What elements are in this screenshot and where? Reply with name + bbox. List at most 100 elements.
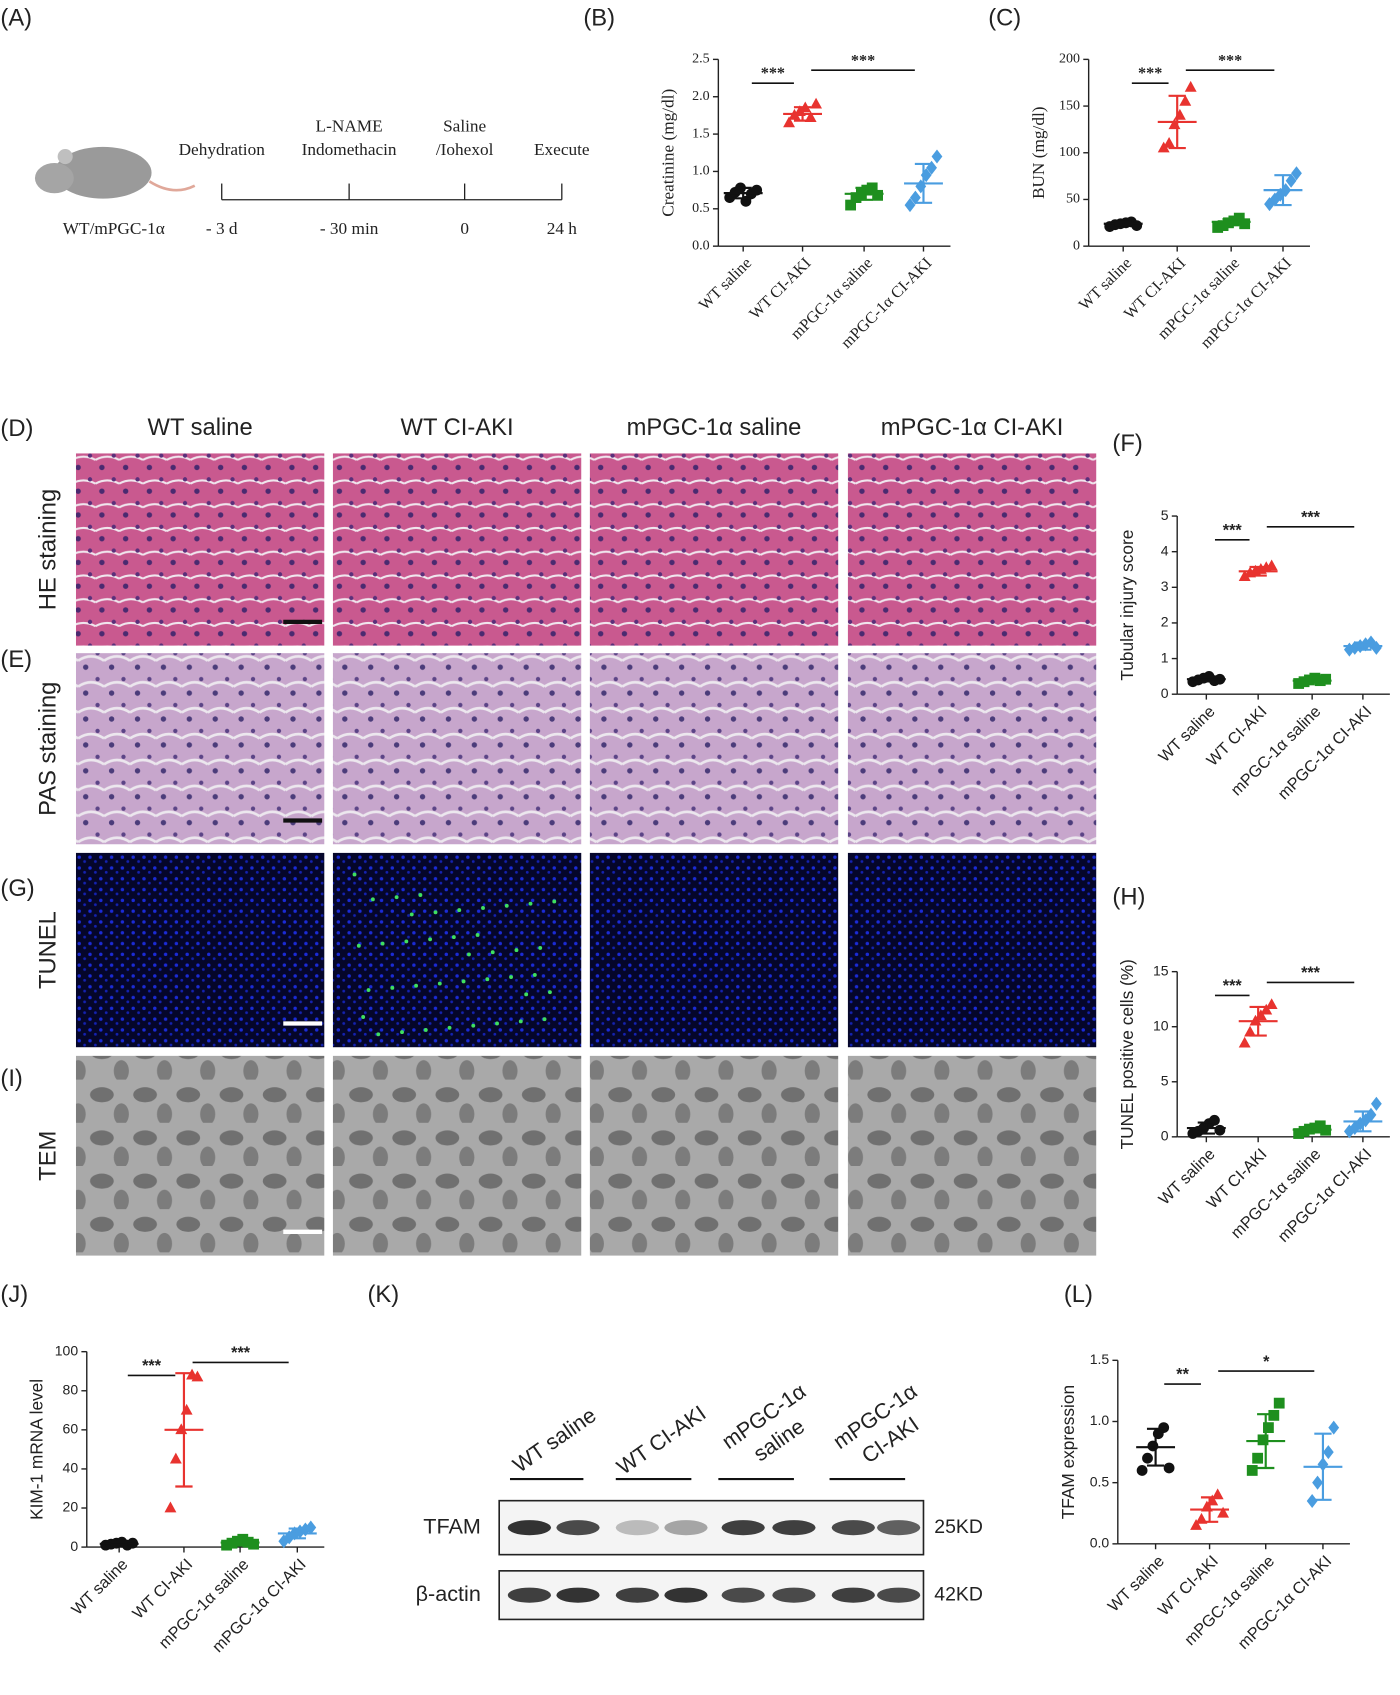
- data-point: [1273, 1397, 1285, 1409]
- data-point: [1209, 1114, 1220, 1126]
- panel-label: (F): [1112, 430, 1142, 457]
- panel-label: (K): [367, 1281, 399, 1308]
- tunel-positive-cell: [447, 1025, 452, 1030]
- tunel-positive-cell: [524, 992, 529, 997]
- micrograph: [75, 852, 325, 1048]
- blot-band: [507, 1587, 552, 1603]
- panel-label: (D): [0, 415, 33, 442]
- y-tick-label: 1.0: [692, 163, 710, 179]
- y-tick-label: 40: [63, 1460, 79, 1476]
- data-point: [931, 149, 943, 164]
- data-point: [305, 1520, 317, 1535]
- lane-label: WT CI-AKI: [612, 1400, 710, 1479]
- step-time: - 30 min: [320, 219, 379, 238]
- data-point: [1163, 1462, 1175, 1474]
- y-axis-label: Creatinine (mg/dl): [659, 89, 678, 217]
- panel-label: (J): [0, 1281, 28, 1308]
- y-tick-label: 4: [1161, 542, 1169, 558]
- row-label: PAS staining: [34, 682, 61, 816]
- tunel-positive-cell: [485, 977, 490, 982]
- data-point: [810, 97, 822, 109]
- blot-band: [831, 1520, 875, 1536]
- blot-band: [772, 1520, 816, 1536]
- y-tick-label: 0.5: [692, 200, 710, 216]
- tunel-positive-cell: [538, 945, 543, 950]
- y-tick-label: 0: [1073, 237, 1080, 253]
- data-point: [1265, 998, 1278, 1010]
- micrograph: [332, 1055, 582, 1256]
- tunel-positive-cell: [423, 1028, 428, 1032]
- tunel-positive-cell: [370, 897, 375, 902]
- y-tick-label: 5: [1161, 1072, 1169, 1088]
- subject-label: WT/mPGC-1α: [63, 219, 165, 238]
- tunel-positive-cell: [390, 985, 395, 990]
- significance-label: ***: [1301, 964, 1321, 982]
- y-axis-label: TFAM expression: [1058, 1385, 1078, 1519]
- panel-label: (A): [0, 5, 32, 32]
- chart: 0.0 0.5 1.0 1.5 2.0 2.5 Creatinine (mg/dl) WT s…: [659, 51, 951, 352]
- row-label: HE staining: [34, 489, 61, 610]
- tunel-positive-cell: [547, 990, 552, 995]
- tunel-positive-cell: [451, 935, 456, 940]
- data-point: [1173, 108, 1186, 120]
- data-point: [1179, 94, 1192, 106]
- significance-label: ***: [1223, 977, 1243, 995]
- data-point: [1263, 1422, 1274, 1434]
- tunel-positive-cell: [528, 901, 533, 906]
- data-point: [1238, 570, 1251, 581]
- data-point: [1260, 1003, 1273, 1015]
- panel-label: (E): [0, 646, 32, 673]
- y-axis-label: TUNEL positive cells (%): [1117, 959, 1137, 1149]
- step-label: Saline: [443, 116, 486, 135]
- tunel-positive-cell: [414, 983, 419, 988]
- data-point: [1190, 1519, 1203, 1530]
- y-tick-label: 15: [1153, 962, 1169, 978]
- data-point: [1136, 1465, 1148, 1476]
- panel-label: (G): [0, 875, 34, 902]
- tunel-positive-cell: [461, 979, 466, 984]
- data-point: [1309, 1122, 1321, 1134]
- step-label: Indomethacin: [302, 140, 397, 159]
- y-tick-label: 0.5: [1090, 1473, 1110, 1489]
- step-time: - 3 d: [206, 219, 238, 238]
- y-tick-label: 1.0: [1090, 1412, 1110, 1428]
- y-tick-label: 1.5: [692, 125, 710, 141]
- blot-band: [772, 1587, 816, 1603]
- significance-label: ***: [1218, 51, 1242, 69]
- micrograph: [75, 1055, 325, 1256]
- tunel-positive-cell: [428, 937, 433, 942]
- band-size: 25KD: [934, 1516, 983, 1538]
- data-point: [1322, 1445, 1334, 1460]
- y-tick-label: 100: [55, 1342, 79, 1358]
- blot-band: [721, 1520, 765, 1536]
- data-point: [1268, 1409, 1280, 1421]
- y-tick-label: 1: [1161, 649, 1169, 665]
- significance-label: ***: [1138, 64, 1162, 82]
- data-point: [1168, 118, 1181, 130]
- tunel-positive-cell: [409, 912, 414, 917]
- y-axis-label: BUN (mg/dl): [1029, 106, 1048, 199]
- step-label: L-NAME: [316, 116, 383, 135]
- data-point: [1131, 220, 1143, 232]
- data-point: [1163, 136, 1176, 148]
- tunel-positive-cell: [532, 972, 537, 977]
- tunel-positive-cell: [481, 906, 485, 910]
- tunel-positive-cell: [376, 1032, 381, 1037]
- tunel-positive-cell: [361, 1015, 366, 1019]
- micrograph: [847, 453, 1097, 646]
- step-time: 0: [460, 219, 469, 238]
- column-label: WT saline: [148, 414, 253, 441]
- data-point: [1320, 673, 1332, 685]
- panel-label: (C): [988, 5, 1021, 32]
- micrograph: [847, 1055, 1097, 1256]
- blot-band: [721, 1587, 765, 1603]
- significance-label: ***: [231, 1344, 251, 1362]
- data-point: [1214, 1124, 1226, 1136]
- data-point: [1184, 80, 1197, 92]
- x-tick-label: mPGC-1α CI-AKI: [1274, 702, 1375, 803]
- data-point: [1257, 1434, 1269, 1446]
- data-point: [1252, 1452, 1264, 1464]
- micrograph: [847, 852, 1097, 1048]
